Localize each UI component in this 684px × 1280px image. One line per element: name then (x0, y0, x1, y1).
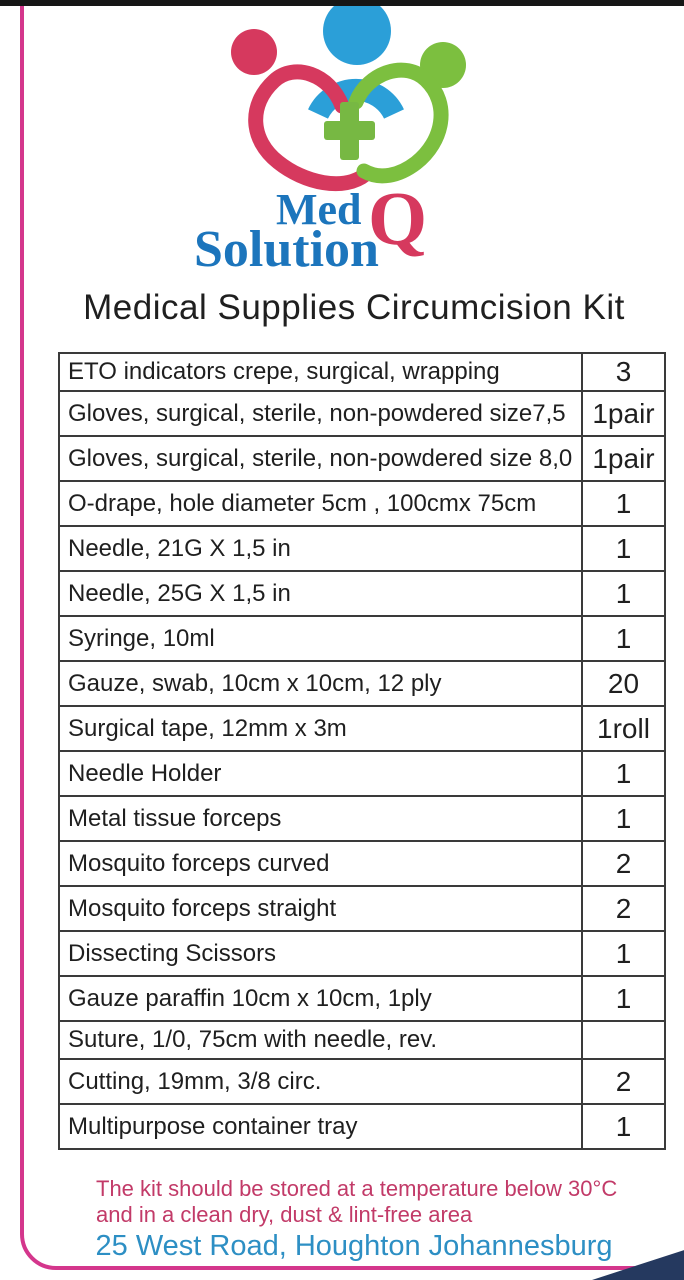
table-row: ETO indicators crepe, surgical, wrapping… (58, 352, 666, 392)
table-row: Multipurpose container tray 1 (58, 1103, 666, 1150)
logo-q-text: Q (368, 177, 427, 261)
item-name-cell: Gauze, swab, 10cm x 10cm, 12 ply (58, 660, 583, 707)
item-name-cell: Metal tissue forceps (58, 795, 583, 842)
item-qty-cell (581, 1020, 666, 1060)
item-qty-cell: 1 (581, 750, 666, 797)
table-row: Gauze, swab, 10cm x 10cm, 12 ply 20 (58, 660, 666, 707)
item-name-cell: Needle, 21G X 1,5 in (58, 525, 583, 572)
item-qty-cell: 1pair (581, 390, 666, 437)
item-qty-cell: 1 (581, 570, 666, 617)
item-qty-cell: 1roll (581, 705, 666, 752)
table-row: Metal tissue forceps 1 (58, 795, 666, 842)
table-row: Needle, 21G X 1,5 in 1 (58, 525, 666, 572)
table-row: Gloves, surgical, sterile, non-powdered … (58, 390, 666, 437)
status-bar (0, 0, 684, 6)
table-row: Mosquito forceps straight 2 (58, 885, 666, 932)
address-line: 25 West Road, Houghton Johannesburg (95, 1230, 613, 1262)
table-row: Surgical tape, 12mm x 3m 1roll (58, 705, 666, 752)
table-row: Mosquito forceps curved 2 (58, 840, 666, 887)
table-row: Cutting, 19mm, 3/8 circ. 2 (58, 1058, 666, 1105)
item-qty-cell: 1pair (581, 435, 666, 482)
storage-note-line2: and in a clean dry, dust & lint-free are… (96, 1202, 473, 1227)
item-qty-cell: 1 (581, 975, 666, 1022)
item-name-cell: Needle Holder (58, 750, 583, 797)
item-name-cell: Needle, 25G X 1,5 in (58, 570, 583, 617)
item-qty-cell: 3 (581, 352, 666, 392)
item-name-cell: O-drape, hole diameter 5cm , 100cmx 75cm (58, 480, 583, 527)
item-name-cell: Mosquito forceps straight (58, 885, 583, 932)
heart-red-half-icon (248, 64, 374, 192)
item-name-cell: Gloves, surgical, sterile, non-powdered … (58, 390, 583, 437)
table-row: Syringe, 10ml 1 (58, 615, 666, 662)
logo-med-text: Med (276, 185, 362, 234)
table-row: Gauze paraffin 10cm x 10cm, 1ply 1 (58, 975, 666, 1022)
table-row: Dissecting Scissors 1 (58, 930, 666, 977)
item-qty-cell: 1 (581, 1103, 666, 1150)
person-red-head-icon (231, 29, 277, 75)
item-qty-cell: 1 (581, 615, 666, 662)
logo-solution-text: Solution (194, 221, 379, 274)
item-name-cell: Gauze paraffin 10cm x 10cm, 1ply (58, 975, 583, 1022)
item-qty-cell: 20 (581, 660, 666, 707)
medical-cross-icon (324, 121, 375, 140)
storage-note: The kit should be stored at a temperatur… (96, 1176, 656, 1228)
item-qty-cell: 1 (581, 480, 666, 527)
heart-green-half-icon (348, 62, 449, 184)
item-qty-cell: 2 (581, 885, 666, 932)
table-row: Suture, 1/0, 75cm with needle, rev. (58, 1020, 666, 1060)
item-qty-cell: 1 (581, 930, 666, 977)
item-qty-cell: 2 (581, 1058, 666, 1105)
medq-solution-logo: Q Med Solution (194, 2, 466, 274)
table-row: O-drape, hole diameter 5cm , 100cmx 75cm… (58, 480, 666, 527)
item-name-cell: ETO indicators crepe, surgical, wrapping (58, 352, 583, 392)
supplies-table: ETO indicators crepe, surgical, wrapping… (58, 352, 666, 1150)
document-body: Q Med Solution Medical Supplies Circumci… (24, 0, 684, 1280)
person-blue-head-icon (323, 2, 391, 65)
item-name-cell: Surgical tape, 12mm x 3m (58, 705, 583, 752)
pink-border-frame (20, 0, 684, 1270)
storage-note-line1: The kit should be stored at a temperatur… (96, 1176, 618, 1201)
table-row: Needle Holder 1 (58, 750, 666, 797)
item-name-cell: Dissecting Scissors (58, 930, 583, 977)
item-name-cell: Cutting, 19mm, 3/8 circ. (58, 1058, 583, 1105)
item-name-cell: Mosquito forceps curved (58, 840, 583, 887)
item-qty-cell: 1 (581, 795, 666, 842)
item-name-cell: Suture, 1/0, 75cm with needle, rev. (58, 1020, 583, 1060)
item-name-cell: Gloves, surgical, sterile, non-powdered … (58, 435, 583, 482)
item-qty-cell: 2 (581, 840, 666, 887)
item-qty-cell: 1 (581, 525, 666, 572)
table-row: Gloves, surgical, sterile, non-powdered … (58, 435, 666, 482)
page-title: Medical Supplies Circumcision Kit (83, 288, 625, 327)
item-name-cell: Multipurpose container tray (58, 1103, 583, 1150)
item-name-cell: Syringe, 10ml (58, 615, 583, 662)
table-row: Needle, 25G X 1,5 in 1 (58, 570, 666, 617)
